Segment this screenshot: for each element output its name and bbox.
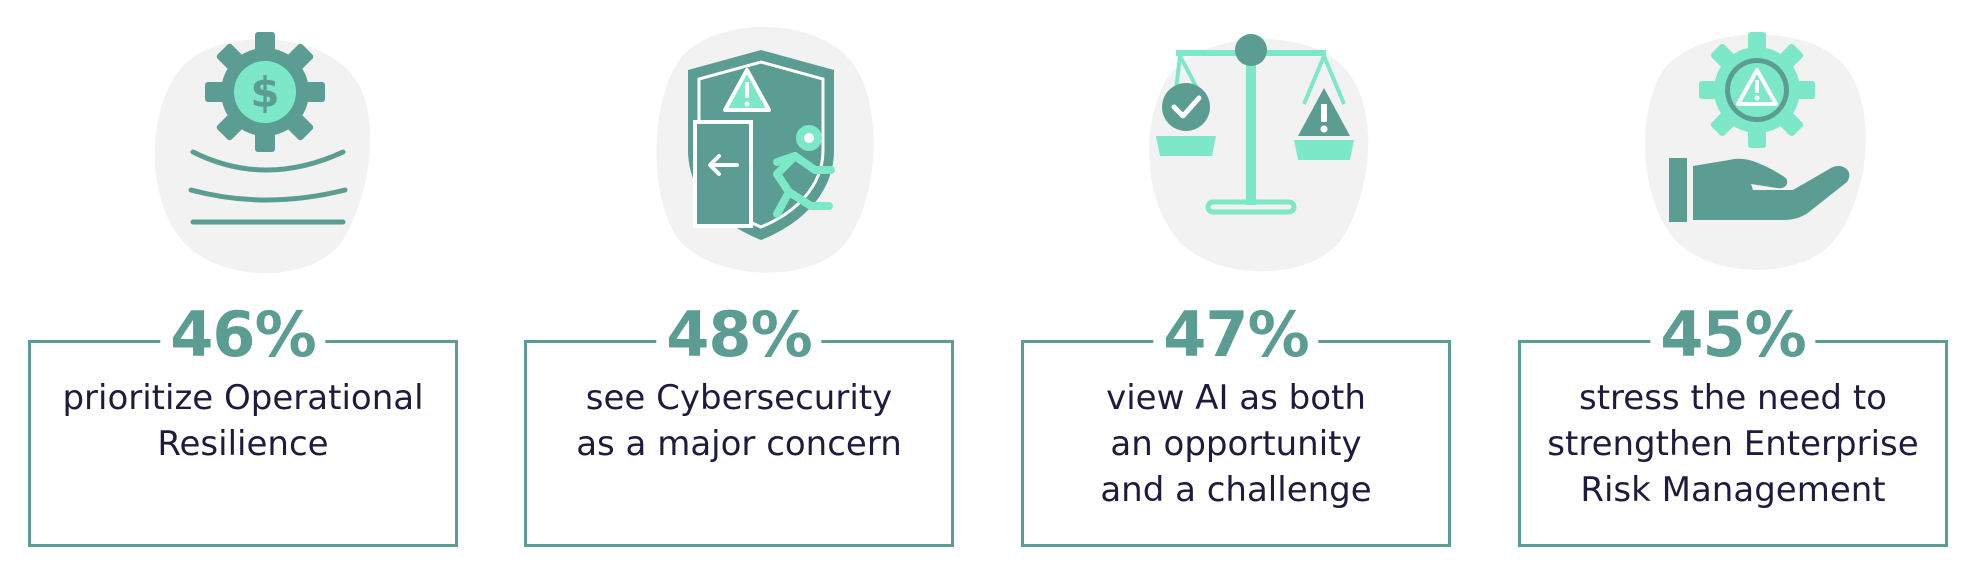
stat-description: see Cybersecurity as a major concern — [537, 375, 941, 467]
description-line: strengthen Enterprise — [1547, 424, 1919, 464]
stat-percent: 47% — [1153, 295, 1319, 375]
hand-gear-warning-icon — [1633, 10, 1873, 280]
description-line: see Cybersecurity — [585, 378, 893, 418]
stat-card-operational-resilience: $ 46% prioritize Operational Resilience — [28, 0, 458, 566]
stat-box: 47% view AI as both an opportunity and a… — [1021, 295, 1451, 547]
description-line: and a challenge — [1100, 470, 1372, 510]
description-line: Resilience — [157, 424, 329, 464]
description-line: as a major concern — [576, 424, 902, 464]
stat-card-enterprise-risk: 45% stress the need to strengthen Enterp… — [1518, 0, 1948, 566]
svg-text:$: $ — [250, 68, 279, 117]
gear-dollar-icon: $ — [143, 10, 383, 280]
stat-box: 45% stress the need to strengthen Enterp… — [1518, 295, 1948, 547]
stat-percent: 48% — [656, 295, 822, 375]
description-line: an opportunity — [1110, 424, 1362, 464]
stat-description: stress the need to strengthen Enterprise… — [1531, 375, 1935, 513]
description-line: stress the need to — [1579, 378, 1887, 418]
description-line: prioritize Operational — [62, 378, 424, 418]
stat-percent: 45% — [1650, 295, 1816, 375]
balance-scale-icon — [1136, 10, 1376, 280]
shield-exit-icon — [639, 10, 879, 280]
description-line: Risk Management — [1580, 470, 1886, 510]
stat-description: prioritize Operational Resilience — [41, 375, 445, 467]
stat-card-cybersecurity: 48% see Cybersecurity as a major concern — [524, 0, 954, 566]
stat-box: 48% see Cybersecurity as a major concern — [524, 295, 954, 547]
stat-box: 46% prioritize Operational Resilience — [28, 295, 458, 547]
description-line: view AI as both — [1106, 378, 1366, 418]
stat-description: view AI as both an opportunity and a cha… — [1034, 375, 1438, 513]
stat-percent: 46% — [160, 295, 326, 375]
stat-card-ai: 47% view AI as both an opportunity and a… — [1021, 0, 1451, 566]
